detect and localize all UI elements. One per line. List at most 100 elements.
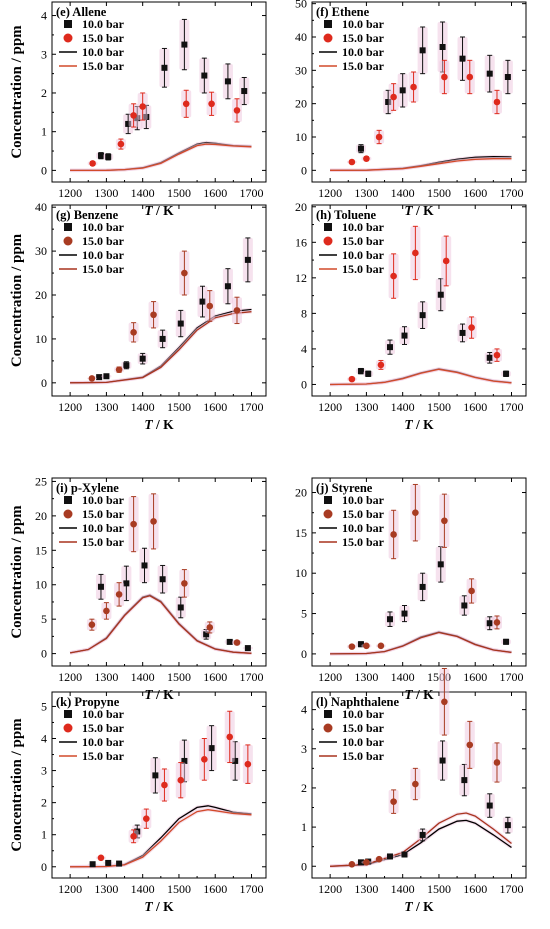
data-point-10bar xyxy=(486,70,493,77)
data-point-15bar xyxy=(410,83,417,91)
data-point-10bar xyxy=(386,853,393,860)
data-point-10bar xyxy=(461,777,468,784)
legend-label: 15.0 bar xyxy=(342,59,385,73)
y-tick-label: 0 xyxy=(301,647,307,661)
y-tick-label: 3 xyxy=(301,742,307,756)
legend-label: 15.0 bar xyxy=(342,721,385,735)
x-tick-label: 1200 xyxy=(318,882,342,896)
y-tick-label: 2 xyxy=(301,781,307,795)
data-point-10bar xyxy=(357,145,364,152)
x-tick-label: 1200 xyxy=(58,882,82,896)
panel-title: (l) Naphthalene xyxy=(316,695,399,709)
y-tick-label: 15 xyxy=(295,526,307,540)
x-axis-label-symbol: T xyxy=(404,687,413,702)
x-tick-label: 1200 xyxy=(58,400,82,414)
y-tick-label: 0 xyxy=(301,859,307,873)
y-tick-label: 1 xyxy=(41,125,47,139)
data-point-10bar xyxy=(103,373,110,380)
data-point-10bar xyxy=(241,88,248,95)
data-point-15bar xyxy=(181,580,188,587)
panel-title: (g) Benzene xyxy=(56,208,119,222)
data-point-15bar xyxy=(442,257,450,265)
data-point-10bar xyxy=(208,745,215,752)
data-point-15bar xyxy=(468,324,475,331)
data-point-10bar xyxy=(123,362,130,369)
legend-label: 15.0 bar xyxy=(82,59,125,73)
data-point-10bar xyxy=(152,772,159,779)
x-tick-label: 1600 xyxy=(203,882,227,896)
y-tick-label: 4 xyxy=(301,703,307,717)
x-axis-label: T / K xyxy=(144,417,174,432)
x-axis-label: T / K xyxy=(404,417,434,432)
x-tick-label: 1700 xyxy=(239,186,263,200)
data-point-10bar xyxy=(503,638,510,645)
legend-label: 10.0 bar xyxy=(342,707,385,721)
x-tick-label: 1400 xyxy=(391,882,415,896)
data-point-15bar xyxy=(348,375,356,383)
x-tick-label: 1700 xyxy=(239,882,263,896)
legend-label: 10.0 bar xyxy=(342,248,385,262)
data-point-15bar xyxy=(181,269,188,277)
x-axis-label-unit: / K xyxy=(413,687,435,702)
x-axis-label-unit: / K xyxy=(153,203,175,218)
x-axis-label-symbol: T xyxy=(144,899,153,914)
data-point-10bar xyxy=(419,312,426,319)
data-point-15bar xyxy=(348,158,356,166)
data-point-10bar xyxy=(159,335,166,342)
data-point-15bar xyxy=(88,375,96,382)
legend-label: 10.0 bar xyxy=(82,220,125,234)
data-point-15bar xyxy=(348,860,356,868)
plot-frame xyxy=(51,477,267,667)
data-point-10bar xyxy=(224,78,231,85)
series-line-15bar xyxy=(330,631,512,655)
y-tick-label: 40 xyxy=(295,30,307,44)
legend-label: 15.0 bar xyxy=(342,749,385,763)
data-point-15bar xyxy=(233,107,241,114)
data-point-15bar xyxy=(226,733,234,741)
legend-label: 15.0 bar xyxy=(82,507,125,521)
legend-marker-10bar xyxy=(324,20,332,28)
data-point-10bar xyxy=(419,47,426,54)
y-tick-label: 0 xyxy=(41,163,47,177)
x-tick-label: 1400 xyxy=(131,186,155,200)
x-tick-label: 1400 xyxy=(131,882,155,896)
data-point-15bar xyxy=(466,73,474,81)
data-point-15bar xyxy=(441,517,448,525)
x-tick-label: 1600 xyxy=(203,400,227,414)
x-tick-label: 1300 xyxy=(354,186,378,200)
x-tick-label: 1300 xyxy=(94,400,118,414)
chart-panel-7: 1200 1300 1400 1500 1600 1700 0 1 2 3 4 T / K (l) Na… xyxy=(301,668,527,914)
legend-marker-15bar xyxy=(63,33,73,43)
data-point-15bar xyxy=(139,103,146,110)
data-point-15bar xyxy=(375,133,383,141)
x-axis-label-unit: / K xyxy=(153,417,175,432)
data-point-10bar xyxy=(461,602,468,609)
data-point-10bar xyxy=(244,645,251,652)
data-point-10bar xyxy=(439,757,446,764)
x-axis-label-symbol: T xyxy=(144,417,153,432)
data-point-10bar xyxy=(181,41,188,48)
data-point-10bar xyxy=(439,44,446,50)
legend-marker-10bar xyxy=(324,710,332,718)
x-axis-label-symbol: T xyxy=(144,687,153,702)
data-point-15bar xyxy=(88,621,96,628)
legend-marker-10bar xyxy=(64,223,72,231)
y-tick-label: 10 xyxy=(35,578,47,592)
x-tick-label: 1200 xyxy=(318,400,342,414)
y-tick-label: 0 xyxy=(301,377,307,391)
data-point-15bar xyxy=(130,520,137,528)
data-point-10bar xyxy=(125,120,132,127)
y-tick-label: 5 xyxy=(41,699,47,713)
x-tick-label: 1300 xyxy=(354,670,378,684)
data-point-15bar xyxy=(466,741,474,749)
y-tick-label: 0 xyxy=(41,376,47,390)
data-point-15bar xyxy=(377,642,385,650)
legend-marker-10bar xyxy=(64,710,72,718)
legend-label: 15.0 bar xyxy=(82,749,125,763)
data-point-10bar xyxy=(97,152,104,159)
plot-frame xyxy=(51,204,267,397)
data-point-10bar xyxy=(123,580,130,587)
x-axis-label: T / K xyxy=(144,203,174,218)
x-tick-label: 1200 xyxy=(318,670,342,684)
